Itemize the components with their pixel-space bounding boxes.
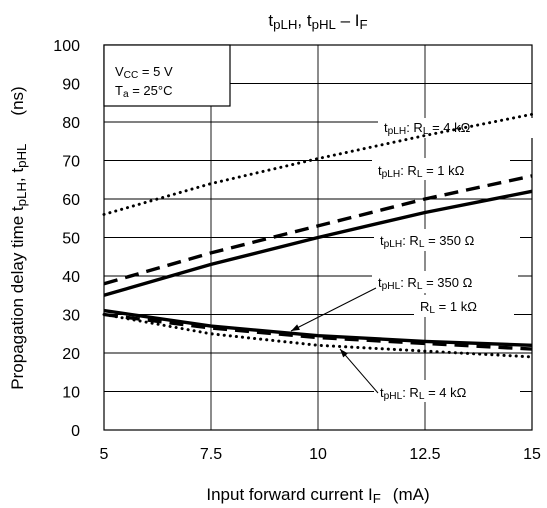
series-annotation: tpHL: RL = 4 kΩ (380, 385, 467, 402)
series-annotation: tpHL: RL = 350 Ω (378, 275, 473, 292)
condition-text: VCC = 5 V (115, 64, 173, 81)
subscript-text: pHL (384, 391, 403, 402)
leader-line (290, 287, 377, 332)
y-tick-label: 50 (62, 231, 80, 248)
x-tick-label: 5 (100, 446, 109, 463)
subscript-text: L (417, 281, 423, 292)
subscript-text: L (429, 305, 435, 316)
x-axis-label: Input forward current IF (mA) (206, 485, 429, 506)
text-part: : R (402, 233, 419, 248)
text-part: = 350 Ω (424, 233, 474, 248)
arrow-head (291, 324, 300, 331)
series-line-3 (103, 189, 533, 297)
annotation-background (372, 158, 510, 180)
y-tick-label: 100 (53, 38, 80, 55)
annotation-background (374, 229, 520, 251)
y-tick-label: 80 (62, 115, 80, 132)
annotation-background (372, 271, 518, 293)
series-annotation: RL = 1 kΩ (420, 299, 477, 316)
x-tick-label: 10 (309, 446, 327, 463)
subscript-text: pLH (388, 126, 407, 137)
condition-subscript: a (123, 89, 129, 100)
conditions-box (103, 44, 231, 107)
y-tick-label: 10 (62, 385, 80, 402)
series-annotation: tpLH: RL = 350 Ω (380, 233, 475, 250)
arrow-head (340, 349, 348, 358)
x-axis-label-unit: (mA) (393, 485, 430, 504)
subscript-text: L (419, 391, 425, 402)
x-tick-label: 7.5 (200, 446, 222, 463)
text-part: : R (402, 385, 419, 400)
text-part: R (420, 299, 429, 314)
series-line-1 (102, 112, 534, 216)
text-part: : R (400, 163, 417, 178)
x-tick-label: 12.5 (409, 446, 440, 463)
y-tick-label: 30 (62, 308, 80, 325)
series-annotation: tpLH: RL = 4 kΩ (384, 120, 471, 137)
series-line-6 (102, 313, 534, 359)
text-part: = 1 kΩ (422, 163, 464, 178)
y-axis-label-part: pLH (14, 182, 29, 206)
series-line-2 (103, 174, 533, 286)
text-part: = 4 kΩ (424, 385, 466, 400)
condition-value: = 25°C (129, 83, 173, 98)
series-line-4 (103, 308, 533, 347)
text-part: t (268, 11, 273, 30)
y-tick-label: 70 (62, 154, 80, 171)
text-part: = 1 kΩ (435, 299, 477, 314)
chart-title: tpLH, tpHL – IF (268, 11, 367, 32)
annotation-background (414, 295, 514, 317)
subscript-text: pLH (384, 239, 403, 250)
y-axis-label-unit: (ns) (8, 86, 27, 115)
condition-value: = 5 V (138, 64, 173, 79)
subscript-text: L (423, 126, 429, 137)
y-axis-label-part: Propagation delay time (8, 211, 27, 390)
text-part: t (378, 163, 382, 178)
x-axis-label-subscript: F (373, 491, 381, 506)
subscript-text: pHL (382, 281, 401, 292)
y-tick-label: 40 (62, 269, 80, 286)
subscript-text: pLH (382, 169, 401, 180)
condition-subscript: CC (124, 70, 139, 81)
x-axis-label-symbol: I (368, 485, 373, 504)
subscript-text: L (419, 239, 425, 250)
text-part: t (384, 120, 388, 135)
y-tick-label: 0 (71, 423, 80, 440)
text-part: t (378, 275, 382, 290)
condition-symbol: V (115, 64, 124, 79)
series-annotation: tpLH: RL = 1 kΩ (378, 163, 465, 180)
annotation-background (374, 380, 520, 402)
series-line-5 (103, 312, 533, 351)
y-tick-label: 90 (62, 77, 80, 94)
y-axis-label-part: pHL (14, 144, 29, 168)
y-tick-label: 20 (62, 346, 80, 363)
text-part: : R (406, 120, 423, 135)
subscript-text: pHL (312, 17, 336, 32)
text-part: = 4 kΩ (428, 120, 470, 135)
subscript-text: L (417, 169, 423, 180)
y-tick-label: 60 (62, 192, 80, 209)
y-axis-label-part: , t (8, 168, 27, 182)
text-part: = 350 Ω (422, 275, 472, 290)
text-part: t (380, 233, 384, 248)
x-tick-label: 15 (523, 446, 541, 463)
text-part: , t (297, 11, 311, 30)
leader-line (339, 348, 379, 394)
y-axis-label: Propagation delay time tpLH, tpHL (ns) (8, 86, 29, 389)
text-part: : R (400, 275, 417, 290)
text-part: – I (336, 11, 360, 30)
subscript-text: pLH (273, 17, 297, 32)
y-axis-label-part: t (8, 206, 27, 211)
x-axis-label-text: Input forward current (206, 485, 368, 504)
subscript-text: F (360, 17, 368, 32)
text-part: t (380, 385, 384, 400)
condition-symbol: T (115, 83, 123, 98)
condition-text: Ta = 25°C (115, 83, 172, 100)
annotation-background (378, 118, 533, 138)
